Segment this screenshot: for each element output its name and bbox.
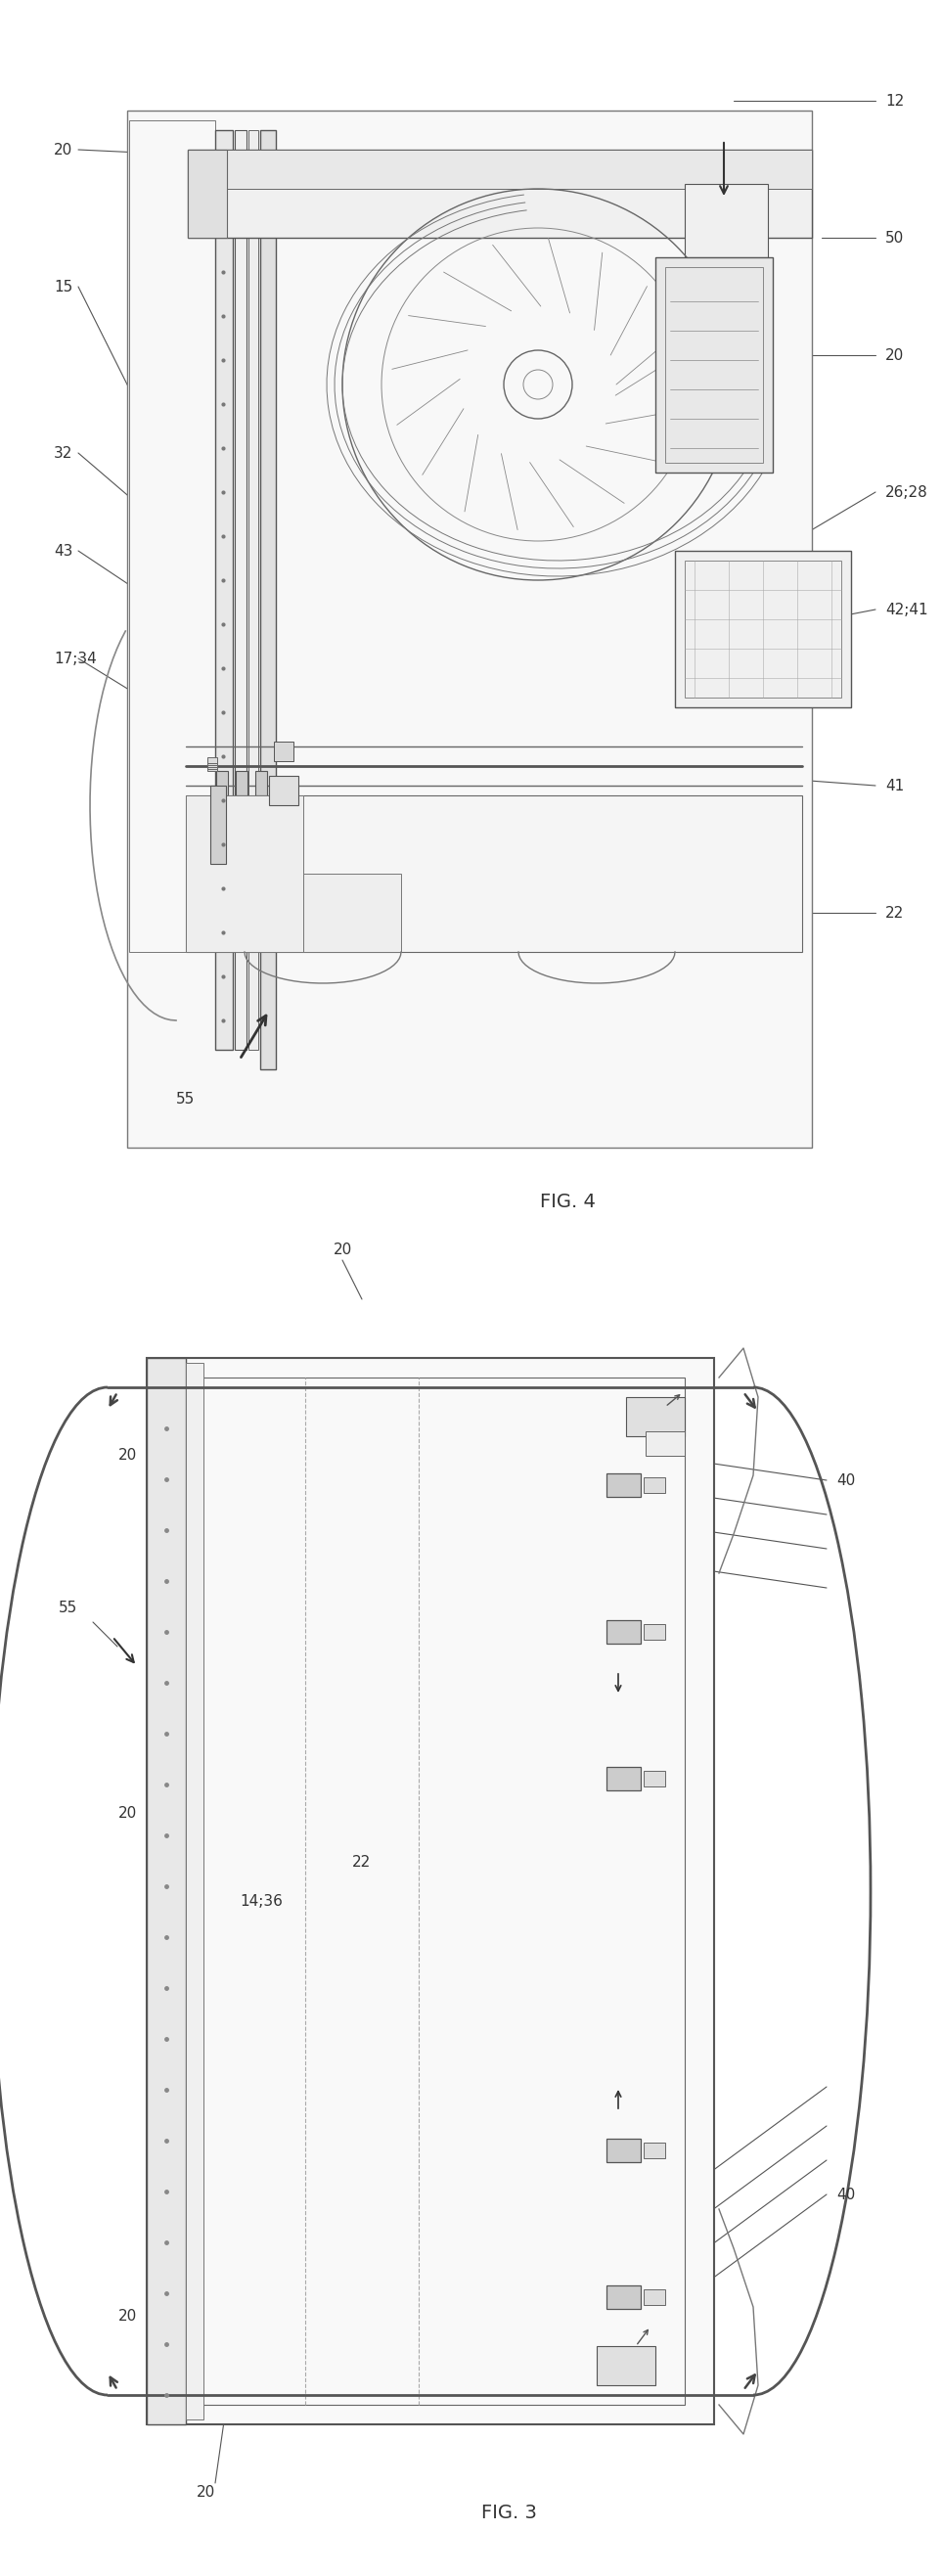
Bar bbox=[207, 762, 218, 770]
Text: 42;41: 42;41 bbox=[885, 603, 928, 616]
Text: 20: 20 bbox=[196, 2486, 215, 2501]
Bar bbox=[645, 1432, 685, 1455]
Text: FIG. 3: FIG. 3 bbox=[480, 2504, 537, 2522]
Bar bbox=[147, 1358, 186, 2424]
Bar bbox=[685, 562, 841, 698]
Bar bbox=[643, 1770, 665, 1788]
Bar bbox=[607, 1473, 641, 1497]
Bar bbox=[216, 770, 228, 796]
Text: 20: 20 bbox=[54, 142, 73, 157]
Bar bbox=[643, 1476, 665, 1494]
Text: 20: 20 bbox=[333, 1244, 351, 1257]
Text: 14;36: 14;36 bbox=[239, 1893, 283, 1909]
Bar bbox=[255, 770, 267, 796]
Bar bbox=[269, 775, 299, 806]
Bar bbox=[626, 1396, 685, 1437]
Text: 17;34: 17;34 bbox=[54, 652, 97, 665]
Bar bbox=[643, 2290, 665, 2306]
Bar bbox=[207, 757, 218, 762]
Text: 40: 40 bbox=[836, 2187, 855, 2202]
Text: FIG. 4: FIG. 4 bbox=[540, 1193, 595, 1211]
Text: 32: 32 bbox=[54, 446, 73, 461]
Bar bbox=[607, 1620, 641, 1643]
Text: 55: 55 bbox=[58, 1600, 77, 1615]
Bar bbox=[274, 742, 294, 760]
Bar bbox=[260, 131, 276, 1069]
Bar bbox=[607, 2285, 641, 2308]
Text: 22: 22 bbox=[352, 1855, 371, 1870]
Text: 55: 55 bbox=[176, 1092, 195, 1105]
Bar bbox=[127, 111, 812, 1146]
Text: 15: 15 bbox=[54, 278, 73, 294]
Bar bbox=[215, 131, 233, 1051]
Bar bbox=[207, 760, 218, 765]
Bar bbox=[643, 1623, 665, 1641]
Text: 20: 20 bbox=[885, 348, 904, 363]
Bar bbox=[235, 131, 247, 1051]
Bar bbox=[607, 1767, 641, 1790]
Bar bbox=[207, 765, 218, 770]
Bar bbox=[186, 796, 303, 953]
Bar bbox=[186, 1363, 203, 2419]
Bar bbox=[129, 121, 215, 953]
Bar bbox=[685, 183, 768, 258]
Text: 43: 43 bbox=[54, 544, 73, 559]
Text: 20: 20 bbox=[118, 1448, 137, 1463]
Bar bbox=[187, 149, 227, 237]
Text: 41: 41 bbox=[885, 778, 904, 793]
Bar bbox=[656, 258, 772, 471]
Bar bbox=[176, 1378, 685, 2406]
Text: 20: 20 bbox=[118, 1806, 137, 1821]
Bar bbox=[236, 770, 248, 796]
Text: 40: 40 bbox=[836, 1473, 855, 1486]
Bar bbox=[249, 131, 258, 1051]
Text: 22: 22 bbox=[885, 907, 904, 920]
Bar bbox=[303, 873, 401, 953]
Bar bbox=[643, 2143, 665, 2159]
Bar bbox=[186, 796, 803, 953]
Text: 20: 20 bbox=[118, 2311, 137, 2324]
Bar bbox=[207, 760, 218, 768]
Bar bbox=[607, 2138, 641, 2161]
Bar bbox=[596, 2347, 656, 2385]
Bar bbox=[187, 149, 812, 237]
Bar bbox=[210, 786, 226, 863]
Bar bbox=[665, 268, 763, 464]
Bar bbox=[675, 551, 851, 708]
Text: 26;28: 26;28 bbox=[885, 484, 928, 500]
Bar bbox=[147, 1358, 714, 2424]
Text: 50: 50 bbox=[885, 229, 904, 245]
Text: 12: 12 bbox=[885, 93, 904, 108]
Bar bbox=[187, 149, 812, 188]
